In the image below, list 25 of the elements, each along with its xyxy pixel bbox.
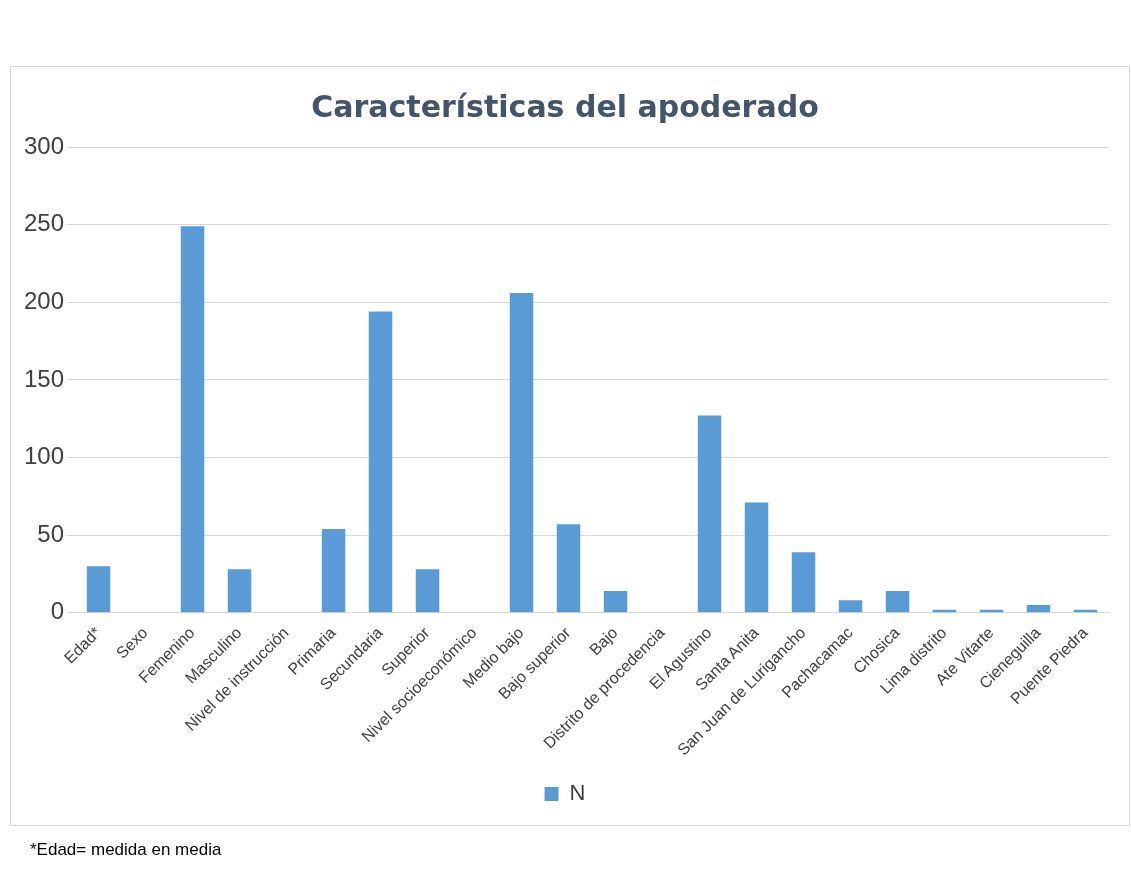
bar xyxy=(885,591,910,613)
text: *Edad= medida en media xyxy=(30,840,222,860)
bar xyxy=(791,552,816,613)
legend-label: N xyxy=(569,780,586,806)
bar xyxy=(180,226,205,613)
chart-title: Características del apoderado xyxy=(311,88,819,124)
bar xyxy=(697,415,722,613)
y-tick-label: 150 xyxy=(24,364,65,392)
y-tick-label: 200 xyxy=(24,286,65,314)
bar xyxy=(838,600,863,613)
bar xyxy=(509,292,534,613)
bar xyxy=(227,569,252,613)
bar xyxy=(86,566,111,613)
y-tick-label: 100 xyxy=(24,442,65,470)
bar xyxy=(556,524,581,613)
y-tick-label: 0 xyxy=(50,597,65,625)
y-tick-label: 250 xyxy=(24,209,65,237)
bar xyxy=(1026,605,1051,613)
bar xyxy=(415,569,440,613)
bar xyxy=(321,528,346,613)
bar xyxy=(744,502,769,613)
y-tick-label: 50 xyxy=(37,519,65,547)
bar xyxy=(368,311,393,613)
bar xyxy=(603,591,628,613)
y-tick-label: 300 xyxy=(24,131,65,159)
